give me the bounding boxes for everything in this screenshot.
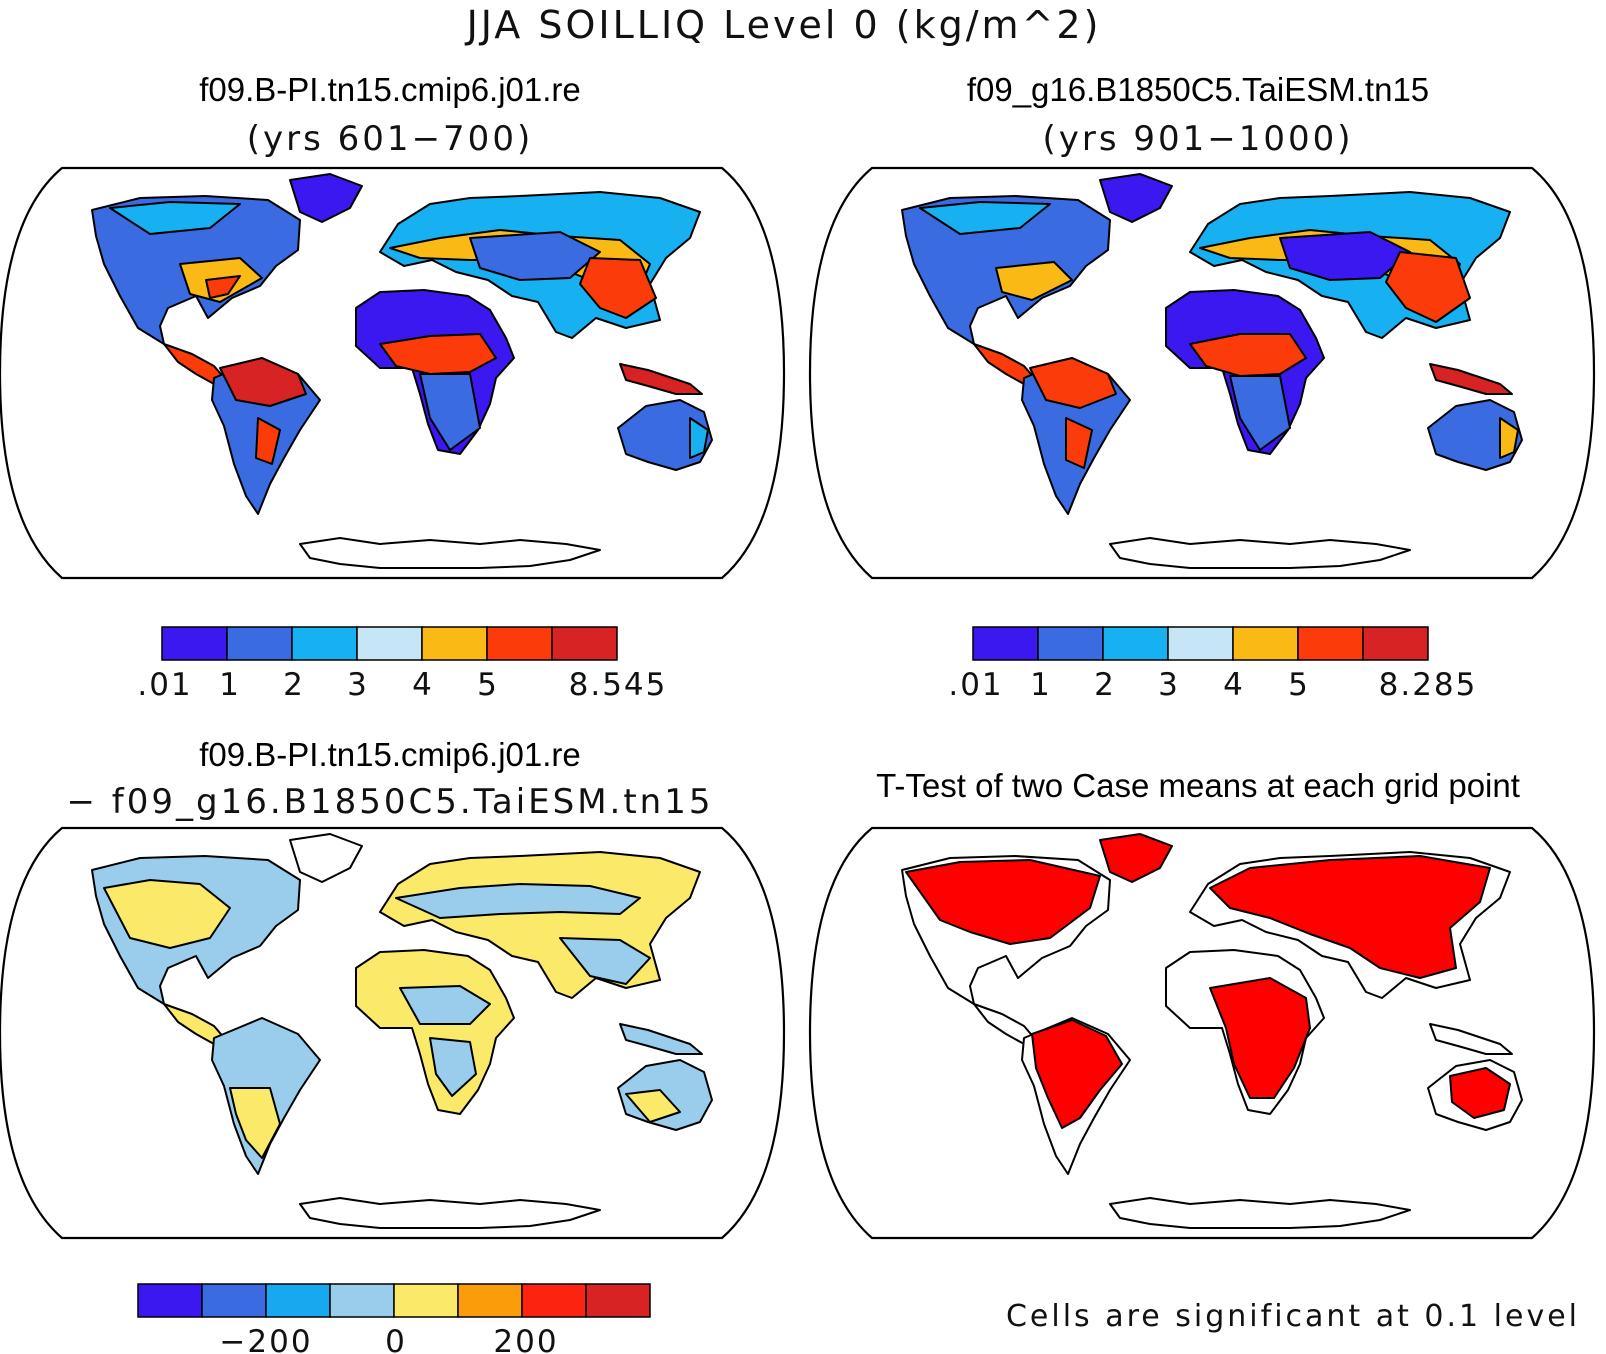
panel2-case-name: f09_g16.B1850C5.TaiESM.tn15 (967, 71, 1429, 108)
panel2-colorbar-label: 1 (1030, 667, 1052, 703)
panel1-colorbar-label: .01 (137, 667, 192, 703)
panel1-colorbar: .01 1 2 3 4 5 8.545 (137, 626, 668, 703)
panel2-colorbar-swatch (1362, 626, 1429, 661)
panel3-colorbar-swatch (457, 1283, 523, 1318)
panel3-colorbar-label: −200 (219, 1324, 312, 1354)
panel2-colorbar-label: 8.285 (1379, 667, 1478, 703)
panel2-colorbar-swatch (1232, 626, 1299, 661)
panel1-land (91, 173, 713, 569)
panel3-colorbar-swatch (585, 1283, 651, 1318)
panel2-colorbar-label: .01 (948, 667, 1003, 703)
panel3-colorbar: −200 0 200 (137, 1283, 651, 1354)
panel2-colorbar-swatch (972, 626, 1039, 661)
panel3-colorbar-swatch (521, 1283, 587, 1318)
panel3-land (91, 833, 713, 1229)
panel1-colorbar-label: 5 (477, 667, 499, 703)
panel2-years: (yrs 901−1000) (1042, 119, 1353, 159)
panel2-colorbar: .01 1 2 3 4 5 8.285 (948, 626, 1478, 703)
panel3-colorbar-swatch (137, 1283, 203, 1318)
panel1-colorbar-swatch (356, 626, 423, 661)
panel1-colorbar-swatch (421, 626, 488, 661)
panel4-title: T-Test of two Case means at each grid po… (876, 767, 1520, 804)
panel-case1-map: f09.B-PI.tn15.cmip6.j01.re (yrs 601−700) (0, 71, 786, 703)
panel3-case-name: f09.B-PI.tn15.cmip6.j01.re (199, 736, 581, 773)
panel3-colorbar-swatch (201, 1283, 267, 1318)
panel3-minus-case: − f09_g16.B1850C5.TaiESM.tn15 (67, 782, 714, 822)
panel3-colorbar-label: 200 (493, 1324, 558, 1354)
panel1-colorbar-label: 8.545 (569, 667, 668, 703)
panel1-colorbar-swatch (291, 626, 358, 661)
panel1-colorbar-swatch (226, 626, 293, 661)
panel2-colorbar-swatch (1297, 626, 1364, 661)
panel1-colorbar-label: 2 (283, 667, 305, 703)
panel-ttest-map: T-Test of two Case means at each grid po… (808, 767, 1596, 1334)
panel-difference-map: f09.B-PI.tn15.cmip6.j01.re − f09_g16.B18… (0, 736, 786, 1354)
panel2-colorbar-label: 3 (1158, 667, 1180, 703)
panel2-colorbar-swatch (1102, 626, 1169, 661)
panel2-colorbar-label: 2 (1094, 667, 1116, 703)
panel1-colorbar-swatch (486, 626, 553, 661)
panel2-land (901, 173, 1523, 569)
panel2-colorbar-label: 5 (1288, 667, 1310, 703)
panel1-colorbar-label: 4 (412, 667, 434, 703)
panel3-colorbar-swatch (393, 1283, 459, 1318)
panel1-colorbar-label: 1 (219, 667, 241, 703)
panel4-significance-note: Cells are significant at 0.1 level (1006, 1299, 1580, 1334)
figure-title: JJA SOILLIQ Level 0 (kg/m^2) (465, 3, 1102, 47)
panel2-colorbar-swatch (1167, 626, 1234, 661)
panel3-colorbar-swatch (329, 1283, 395, 1318)
panel4-land (901, 833, 1523, 1229)
panel1-years: (yrs 601−700) (247, 119, 533, 159)
panel-case2-map: f09_g16.B1850C5.TaiESM.tn15 (yrs 901−100… (808, 71, 1596, 703)
panel1-colorbar-label: 3 (347, 667, 369, 703)
panel2-colorbar-label: 4 (1223, 667, 1245, 703)
panel1-colorbar-swatch (551, 626, 618, 661)
panel3-colorbar-swatch (265, 1283, 331, 1318)
panel1-case-name: f09.B-PI.tn15.cmip6.j01.re (199, 71, 581, 108)
panel1-colorbar-swatch (161, 626, 228, 661)
panel2-colorbar-swatch (1037, 626, 1104, 661)
panel3-colorbar-label: 0 (385, 1324, 407, 1354)
